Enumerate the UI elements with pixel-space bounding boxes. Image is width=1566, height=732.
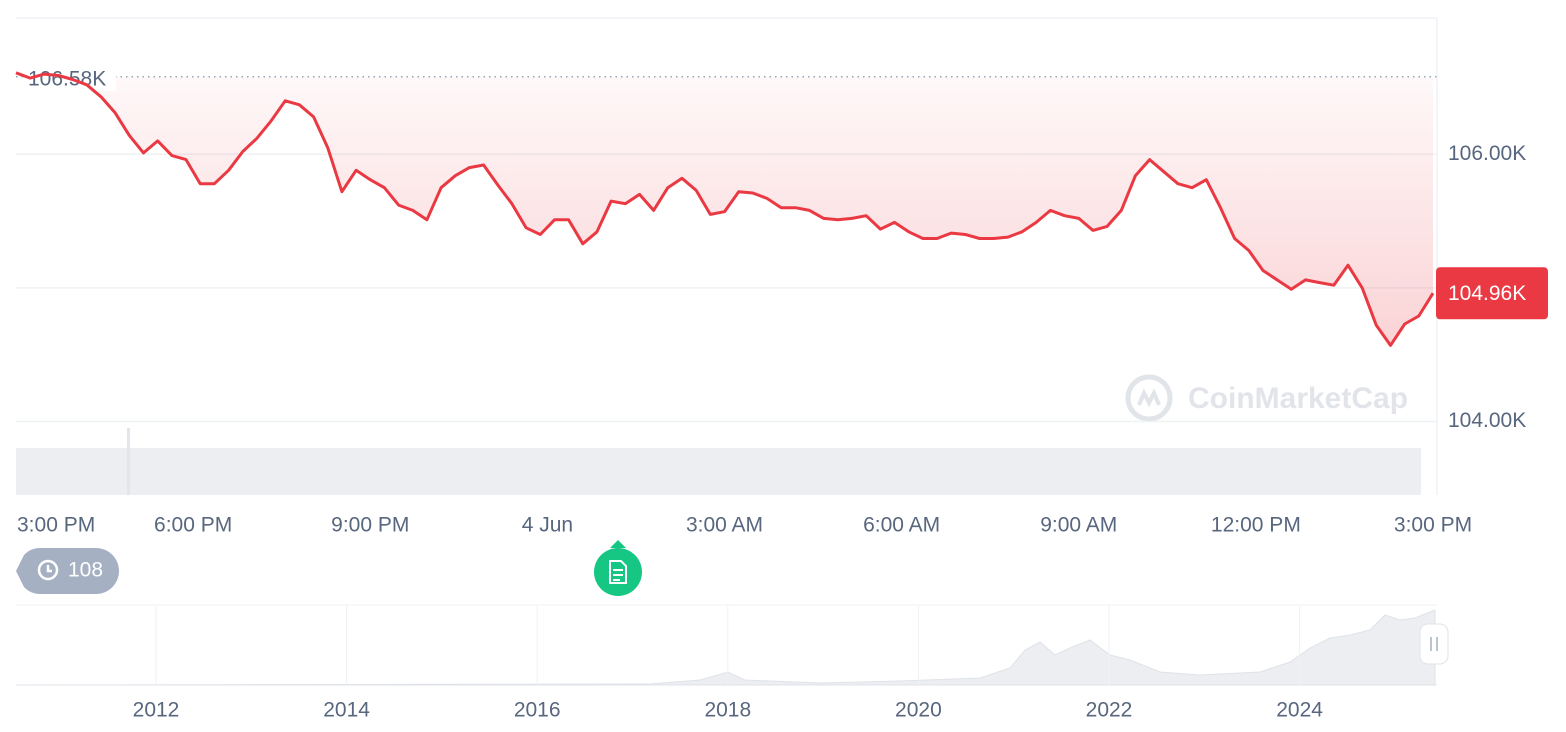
- x-tick-label: 9:00 PM: [331, 514, 409, 537]
- clock-icon: [37, 559, 59, 581]
- navigator-year: 2018: [704, 699, 751, 722]
- x-tick-label: 12:00 PM: [1211, 514, 1301, 537]
- events-badge[interactable]: 108: [16, 548, 120, 594]
- navigator-year: 2012: [133, 699, 180, 722]
- y-tick-label: 104.00K: [1448, 409, 1526, 432]
- price-tag: [1436, 267, 1548, 320]
- watermark: CoinMarketCap: [1125, 374, 1408, 422]
- handle-grip: [1430, 637, 1438, 651]
- price-tag-label: 104.96K: [1448, 282, 1526, 305]
- x-tick-label: 3:00 AM: [686, 514, 763, 537]
- watermark-text: CoinMarketCap: [1188, 382, 1408, 415]
- volume-spike: [127, 428, 130, 495]
- news-marker[interactable]: [594, 540, 642, 596]
- events-count[interactable]: 108: [68, 559, 103, 582]
- x-tick-label: 6:00 AM: [863, 514, 940, 537]
- navigator-year: 2014: [323, 699, 370, 722]
- area-fill: [16, 72, 1433, 346]
- price-line: [15, 71, 1435, 347]
- navigator-year: 2024: [1276, 699, 1323, 722]
- x-tick-label: 6:00 PM: [154, 514, 232, 537]
- badge-background[interactable]: [16, 548, 120, 594]
- watermark-logo: [1137, 388, 1161, 408]
- navigator-handle[interactable]: [1419, 623, 1449, 665]
- navigator-year: 2022: [1086, 699, 1133, 722]
- navigator-year: 2016: [514, 699, 561, 722]
- marker-circle[interactable]: [594, 548, 642, 596]
- navigator-area: [15, 609, 1436, 686]
- x-tick-label: 3:00 PM: [17, 514, 95, 537]
- clock-icon: [46, 565, 52, 573]
- x-tick-label: 9:00 AM: [1040, 514, 1117, 537]
- watermark-logo: [1125, 374, 1173, 422]
- y-tick-label: 106.00K: [1448, 142, 1526, 165]
- navigator-year: 2020: [895, 699, 942, 722]
- x-tick-label: 4 Jun: [522, 514, 573, 537]
- x-tick-label: 3:00 PM: [1394, 514, 1472, 537]
- doc-icon: [609, 560, 627, 584]
- volume-band: [16, 448, 1421, 495]
- marker-pin: [610, 540, 626, 548]
